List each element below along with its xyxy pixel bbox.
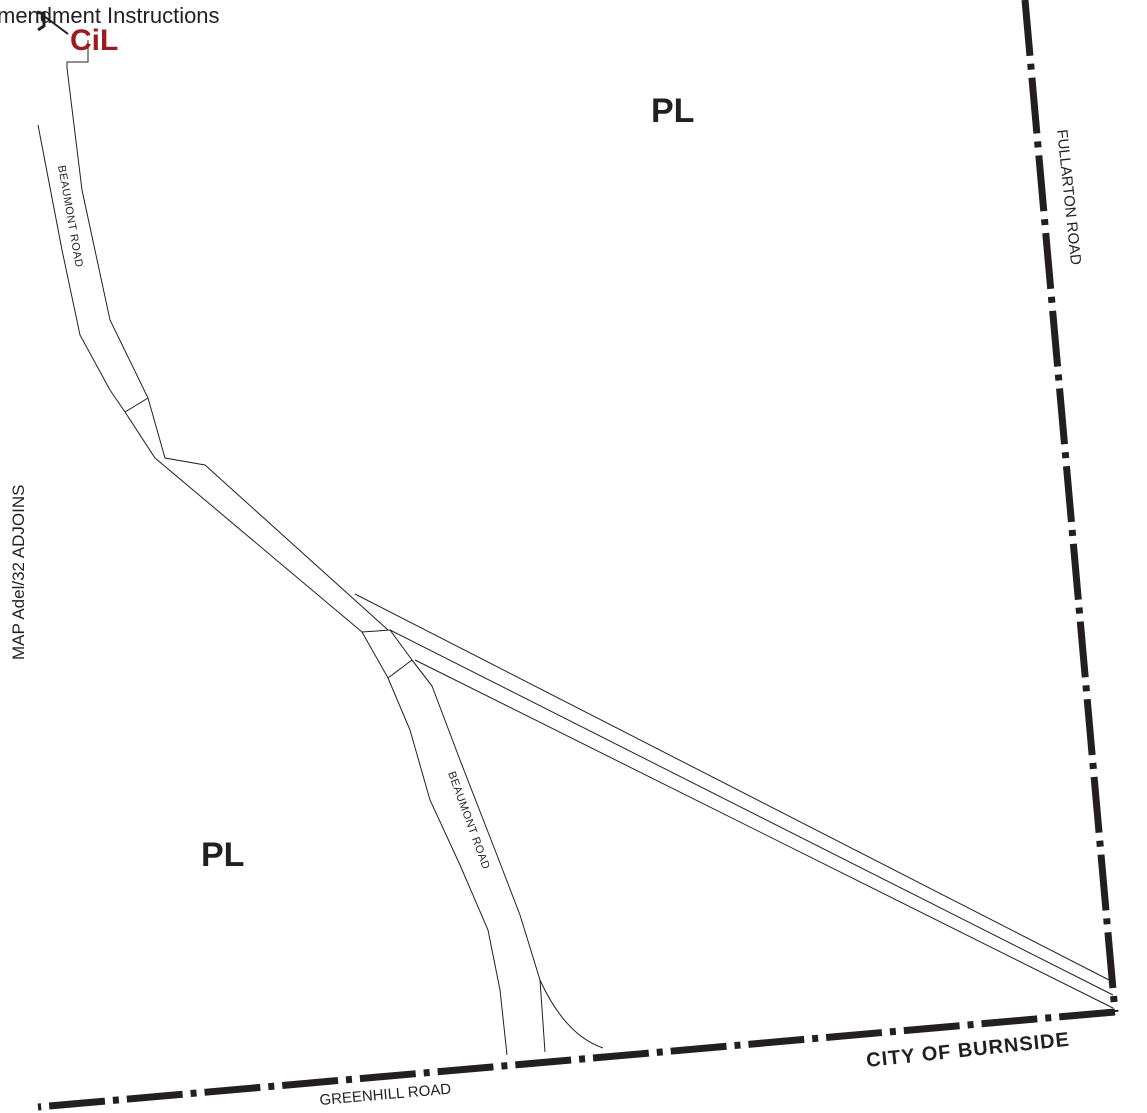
cil-boundary xyxy=(66,40,89,68)
beaumont-road-north xyxy=(37,40,389,633)
boundary-greenhill xyxy=(37,1008,1116,1111)
beaumont-north-west-edge xyxy=(37,124,363,633)
amendment-instructions-label: mendment Instructions xyxy=(0,3,220,28)
beaumont-south-curve xyxy=(539,979,604,1049)
junction-cross-line xyxy=(387,659,413,679)
boundary-fullarton xyxy=(1021,0,1119,1013)
amendment-marker xyxy=(36,10,69,35)
zone-cil-label: CiL xyxy=(70,24,118,57)
beaumont-road-south-label: BEAUMONT ROAD xyxy=(445,770,492,871)
junction-upper xyxy=(361,629,433,687)
fullarton-road-label: FULLARTON ROAD xyxy=(1053,129,1084,266)
amendment-leader-line xyxy=(43,15,69,35)
city-of-burnside-label: CITY OF BURNSIDE xyxy=(865,1029,1071,1072)
connector-road-middle-edge xyxy=(389,629,1114,996)
zone-pl-north-label: PL xyxy=(651,92,694,130)
beaumont-north-east-edge xyxy=(66,67,389,631)
beaumont-south-west-edge xyxy=(361,631,508,1056)
beaumont-road-south xyxy=(361,631,604,1056)
connector-road-south-edge xyxy=(414,659,1114,1009)
map-adjoins-label: MAP Adel/32 ADJOINS xyxy=(9,485,28,660)
amendment-bracket xyxy=(36,10,46,32)
greenhill-road-label: GREENHILL ROAD xyxy=(319,1081,452,1109)
beaumont-north-cross-line xyxy=(124,397,149,413)
road-junction xyxy=(354,593,1114,1009)
zone-pl-south-label: PL xyxy=(201,836,244,874)
connector-road-north-edge xyxy=(354,593,1114,983)
council-boundary xyxy=(37,0,1119,1111)
